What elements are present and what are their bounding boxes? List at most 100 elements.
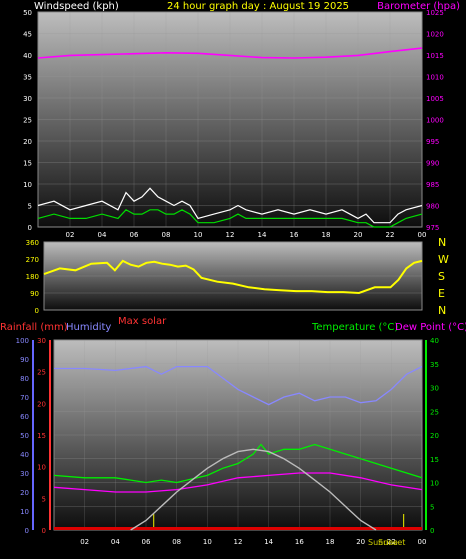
temp-x-tick: 16: [295, 538, 304, 546]
temperature-line: [53, 443, 423, 484]
humidity-tick: 0: [25, 527, 29, 535]
temperature-tick: 5: [430, 503, 434, 511]
temp-x-axis: 02 04 06 08 10 12 14 16 18 20 22 00: [80, 538, 426, 546]
temperature-tick: 0: [430, 527, 434, 535]
compass-letter: N: [438, 304, 446, 317]
direction-tick: 360: [26, 239, 39, 247]
humidity-line: [54, 365, 423, 406]
barometer-label: Barometer (hpa): [377, 1, 460, 12]
barometer-axis: 975 980 985 990 995 1000 1005 1010 1015 1020 1025: [426, 9, 444, 232]
rain-tick: 5: [42, 495, 46, 503]
barometer-tick: 980: [426, 203, 439, 211]
direction-tick: 270: [26, 256, 39, 264]
humidity-tick: 40: [20, 451, 29, 459]
rain-tick: 20: [37, 400, 46, 408]
windspeed-tick: 25: [23, 117, 32, 125]
dewpoint-line: [53, 472, 423, 493]
compass-letter: E: [438, 287, 445, 300]
wind-x-tick: 06: [130, 231, 139, 239]
barometer-tick: 1025: [426, 9, 444, 17]
barometer-tick: 990: [426, 160, 439, 168]
wind-x-tick: 02: [66, 231, 75, 239]
chart-title: 24 hour graph day : August 19 2025: [167, 1, 349, 12]
temp-x-tick: 08: [172, 538, 181, 546]
temp-x-tick: 20: [356, 538, 365, 546]
temp-x-tick: 00: [418, 538, 427, 546]
windspeed-tick: 5: [28, 203, 32, 211]
wind-x-tick: 22: [386, 231, 395, 239]
avg-line: [37, 209, 423, 228]
solar-line: [130, 448, 377, 531]
direction-tick: 0: [35, 307, 39, 315]
windspeed-label: Windspeed (kph): [34, 1, 119, 12]
max-solar-label: Max solar: [118, 316, 167, 327]
windspeed-tick: 30: [23, 95, 32, 103]
wind-series: [37, 47, 423, 228]
direction-tick: 180: [26, 273, 39, 281]
temp-x-tick: 14: [264, 538, 273, 546]
rain-tick: 25: [37, 369, 46, 377]
temperature-tick: 15: [430, 456, 439, 464]
wind-x-tick: 08: [162, 231, 171, 239]
barometer-tick: 1015: [426, 52, 444, 60]
rain-tick: 30: [37, 337, 46, 345]
windspeed-tick: 10: [23, 181, 32, 189]
direction-line: [43, 259, 423, 295]
windspeed-tick: 40: [23, 52, 32, 60]
dewpoint-label: Dew Point (°C): [395, 322, 466, 333]
wind-x-tick: 18: [322, 231, 331, 239]
barometer-tick: 1000: [426, 117, 444, 125]
rain-axis: 0 5 10 15 20 25 30: [37, 337, 46, 535]
direction-tick: 90: [30, 290, 39, 298]
barometer-tick: 985: [426, 181, 439, 189]
rainfall-label: Rainfall (mm): [0, 322, 68, 333]
temp-x-tick: 02: [80, 538, 89, 546]
temperature-tick: 20: [430, 432, 439, 440]
temp-x-tick: 22: [387, 538, 396, 546]
barometer-tick: 1005: [426, 95, 444, 103]
barometer-tick: 1010: [426, 74, 444, 82]
barometer-tick: 995: [426, 138, 439, 146]
temperature-tick: 35: [430, 361, 439, 369]
barometer-tick: 1020: [426, 31, 444, 39]
windspeed-tick: 45: [23, 31, 32, 39]
temperature-tick: 30: [430, 385, 439, 393]
wind-x-tick: 12: [226, 231, 235, 239]
temp-x-tick: 18: [326, 538, 335, 546]
temp-x-tick: 04: [111, 538, 120, 546]
temperature-tick: 40: [430, 337, 439, 345]
barometer-tick: 975: [426, 224, 439, 232]
direction-series: [43, 259, 423, 295]
temp-x-tick: 12: [234, 538, 243, 546]
humidity-tick: 20: [20, 489, 29, 497]
wind-x-axis: 02 04 06 08 10 12 14 16 18 20 22 00: [66, 231, 427, 239]
compass-letter: S: [438, 270, 445, 283]
wind-x-tick: 14: [258, 231, 267, 239]
wind-x-tick: 10: [194, 231, 203, 239]
rain-bar: [54, 527, 422, 530]
temp-series: [53, 365, 423, 531]
windspeed-tick: 0: [28, 224, 32, 232]
rain-tick: 10: [37, 464, 46, 472]
windspeed-tick: 15: [23, 160, 32, 168]
temperature-tick: 25: [430, 408, 439, 416]
sunrise-label: Sunrise: [368, 538, 398, 547]
windspeed-axis: 0 5 10 15 20 25 30 35 40 45 50: [23, 9, 32, 232]
humidity-tick: 100: [16, 337, 29, 345]
wind-x-tick: 00: [418, 231, 427, 239]
humidity-tick: 70: [20, 394, 29, 402]
wind-x-tick: 04: [98, 231, 107, 239]
windspeed-tick: 50: [23, 9, 32, 17]
compass-letter: N: [438, 236, 446, 249]
temperature-label: Temperature (°C): [311, 322, 398, 333]
compass-letter: W: [438, 253, 449, 266]
sunset-label: Sunset: [378, 538, 405, 547]
temperature-axis: 0 5 10 15 20 25 30 35 40: [430, 337, 439, 535]
humidity-label: Humidity: [66, 322, 111, 333]
gust-line: [37, 187, 423, 224]
humidity-tick: 60: [20, 413, 29, 421]
windspeed-tick: 20: [23, 138, 32, 146]
direction-axis: 0 90 180 270 360: [26, 239, 39, 315]
